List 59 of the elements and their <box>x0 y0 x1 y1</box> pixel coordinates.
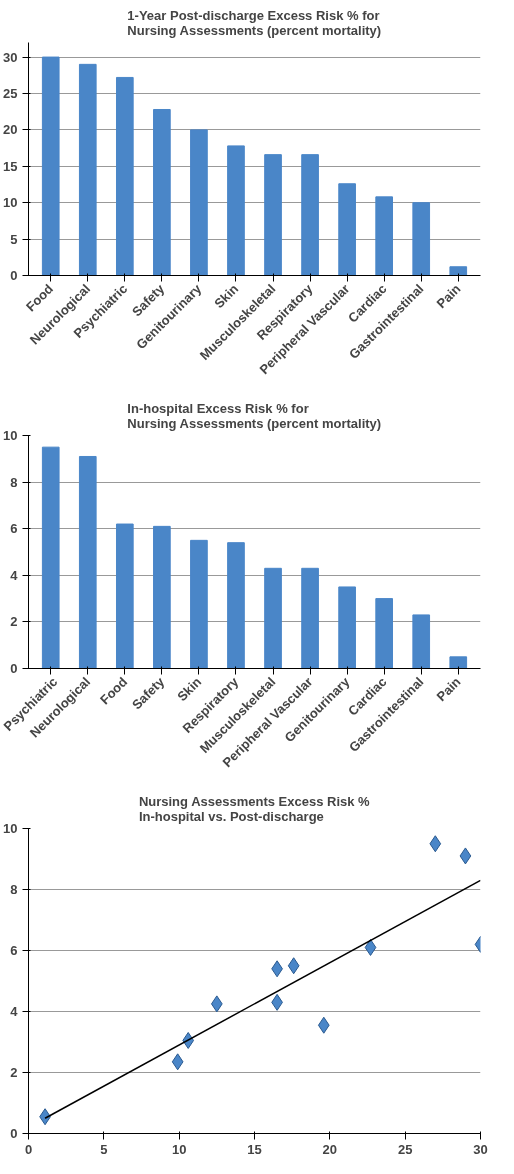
bar <box>375 598 394 669</box>
y-tick-label: 10 <box>3 428 18 443</box>
bar <box>227 542 245 669</box>
x-tick-label: 25 <box>397 1141 413 1157</box>
point <box>459 847 472 865</box>
y-tick-label: 2 <box>10 1065 18 1080</box>
x-tick-label: 15 <box>247 1141 262 1157</box>
y-tick-label: 10 <box>3 821 18 836</box>
bar <box>115 523 134 669</box>
y-tick-label: 0 <box>10 661 18 676</box>
bar <box>338 586 356 669</box>
bar <box>115 76 134 276</box>
x-tick-label: 30 <box>473 1141 488 1157</box>
bar <box>449 266 468 276</box>
bar <box>449 656 468 669</box>
bar <box>301 567 319 669</box>
bar <box>301 154 319 276</box>
point <box>287 957 300 975</box>
y-tick-label: 0 <box>10 1126 18 1141</box>
bar <box>78 455 97 669</box>
bar <box>153 525 171 669</box>
x-tick-label: 20 <box>322 1141 338 1157</box>
y-tick-label: 2 <box>10 614 18 630</box>
y-tick-label: 6 <box>10 943 18 958</box>
y-tick-label: 6 <box>10 521 18 537</box>
bar <box>412 614 431 669</box>
y-tick-label: 30 <box>3 49 18 65</box>
y-tick-label: 8 <box>10 882 18 897</box>
y-tick-label: 20 <box>3 122 18 138</box>
bar <box>41 56 60 276</box>
bar <box>264 567 282 669</box>
bar <box>412 202 431 276</box>
x-tick-label: 0 <box>24 1141 33 1157</box>
bar <box>190 539 208 669</box>
bar <box>190 129 208 276</box>
point <box>317 1016 330 1034</box>
bar <box>41 446 60 669</box>
bar <box>375 196 394 276</box>
point <box>171 1053 184 1071</box>
y-tick-label: 25 <box>3 85 18 101</box>
y-tick-label: 0 <box>10 268 18 283</box>
point <box>364 938 377 956</box>
bar <box>338 183 356 276</box>
chart-title: In-hospital Excess Risk % for Nursing Assessments (percent mortality) <box>127 400 382 431</box>
y-tick-label: 15 <box>3 158 18 174</box>
y-tick-label: 4 <box>10 567 19 583</box>
y-tick-label: 4 <box>10 1004 19 1019</box>
y-tick-label: 5 <box>10 231 18 247</box>
chart-title: 1-Year Post-discharge Excess Risk % for Nursing Assessments (percent mortality) <box>127 7 382 38</box>
bar <box>78 63 97 276</box>
bar <box>264 154 282 276</box>
point <box>429 835 442 853</box>
x-tick-label: 5 <box>100 1141 108 1157</box>
bar <box>227 145 245 276</box>
y-tick-label: 8 <box>10 474 18 490</box>
chart-title: Nursing Assessments Excess Risk % In-hospital vs. Post-discharge <box>138 793 371 824</box>
bar <box>153 108 171 276</box>
x-tick-label: 10 <box>171 1141 187 1157</box>
y-tick-label: 10 <box>3 195 18 211</box>
